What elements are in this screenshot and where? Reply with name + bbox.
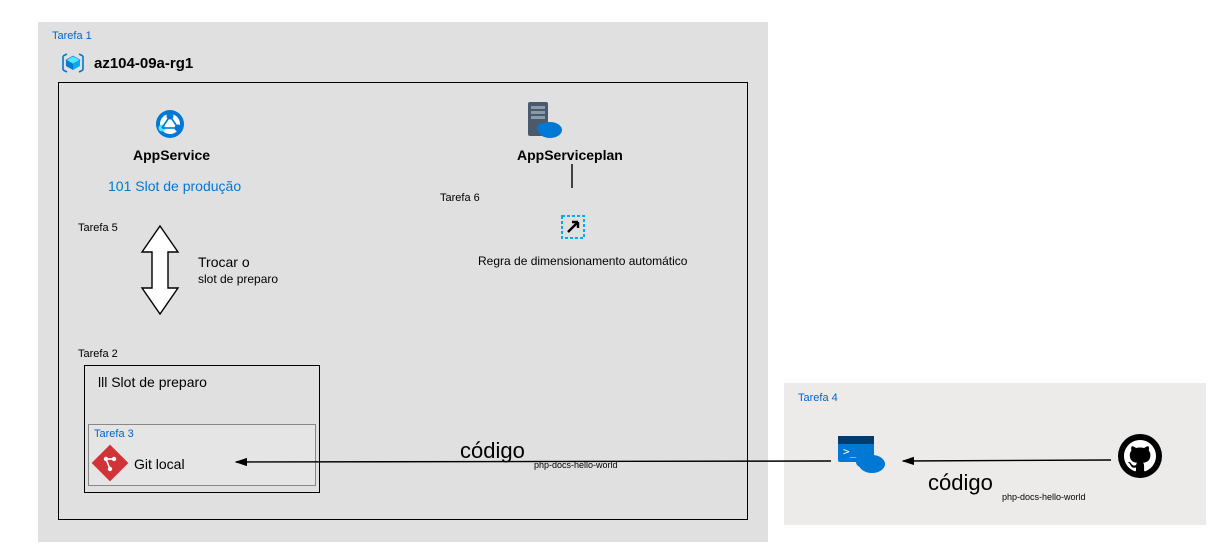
repo-left: php-docs-hello-world	[534, 460, 618, 470]
codigo-right: código	[928, 470, 993, 496]
codigo-left: código	[460, 438, 525, 464]
repo-right: php-docs-hello-world	[1002, 492, 1086, 502]
